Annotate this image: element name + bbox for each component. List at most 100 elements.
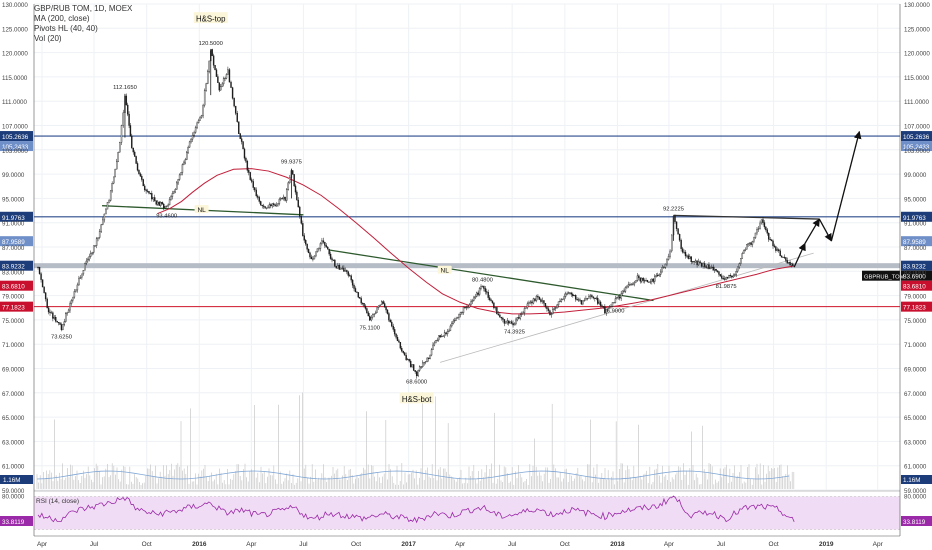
y-tick-label-right: 67.0000 [904,391,927,398]
y-tick-label-left: 95.0000 [2,196,25,203]
candle-body [162,203,165,209]
candle-body [421,362,424,368]
candle-body [456,317,459,319]
candle-body [173,191,175,194]
symbol-title[interactable]: GBP/RUB TOM, 1D, MOEX [34,4,133,13]
candle-body [375,312,377,314]
candle-body [541,300,544,302]
indicator-volume[interactable]: Vol (20) [34,34,62,43]
candle-body [351,279,354,286]
candle-body [164,206,166,209]
candle-body [494,307,497,309]
candle-body [642,277,644,281]
candle-body [403,352,406,356]
indicator-ma[interactable]: MA (200, close) [34,14,90,23]
candle-body [319,243,322,249]
candle-body [75,289,77,292]
indicator-pivots[interactable]: Pivots HL (40, 40) [34,24,98,33]
candle-body [398,340,400,343]
candle-body [294,185,297,193]
candle-body [787,262,790,264]
candle-body [318,248,320,250]
candle-body [569,292,571,294]
candle-body [632,283,634,285]
y-tick-label-right: 71.0000 [904,342,927,349]
annotation-bg [194,204,209,213]
level-tag-left-text: 83.9232 [2,264,25,271]
y-tick-label-right: 111.0000 [904,99,929,106]
candle-body [312,258,314,260]
candle-body [98,231,101,238]
candle-body [177,179,179,184]
candle-body [664,263,667,268]
candle-body [440,336,443,338]
candle-body [62,324,64,330]
y-tick-label-right: 120.0000 [904,51,930,58]
candle-body [721,275,723,279]
candle-body [633,281,636,285]
candle-body [638,275,640,279]
volume-tag-right [901,475,932,484]
candle-body [408,359,410,362]
candle-body [636,275,639,281]
candle-body [789,262,791,266]
candle-body [315,251,317,257]
y-tick-label-left: 59.0000 [2,488,25,495]
candle-body [602,306,605,308]
candle-body [193,132,195,136]
candle-body [684,251,687,257]
candle-body [197,120,200,124]
candle-body [389,320,392,323]
volume-tag-left [0,475,33,484]
candle-body [605,309,608,314]
candle-body [552,309,554,315]
y-tick-label-left: 65.0000 [2,415,25,422]
candle-body [573,294,575,297]
candle-body [732,275,734,278]
candle-body [693,261,695,263]
candle-body [76,284,79,291]
candle-body [462,306,465,313]
candle-body [411,364,413,368]
candle-body [84,263,86,271]
candle-body [334,259,336,267]
candle-body [341,267,344,269]
candle-body [141,175,143,180]
candle-body [248,170,250,173]
candle-body [478,288,481,295]
candle-body [183,162,185,165]
candle-body [60,324,63,330]
candle-body [275,204,278,207]
ma-200-line [157,168,795,315]
projection-arrow-2 [804,218,820,244]
candle-body [300,215,303,224]
candle-body [473,297,475,301]
candle-body [484,288,487,292]
candle-body [614,298,617,303]
projection-arrow-4 [830,130,862,242]
candle-body [500,317,503,319]
candle-body [751,241,754,245]
candle-body [666,259,668,265]
candle-body [449,325,452,332]
level-tag-left [0,301,33,312]
pivot-label: 93.4600 [156,214,177,220]
candle-body [69,303,71,311]
candle-body [401,348,403,352]
candle-body [233,98,235,107]
candle-body [381,301,383,306]
candle-body [85,260,88,264]
candle-body [242,141,244,150]
candle-body [779,250,781,257]
candle-body [608,306,611,308]
candle-body [574,294,577,300]
candle-body [564,293,567,297]
y-tick-label-left: 67.0000 [2,391,25,398]
level-tag-left [0,260,33,271]
level-tag-right [901,141,932,152]
candle-body [477,292,479,295]
candle-body [181,164,184,173]
candle-body [769,239,771,241]
candle-body [191,135,194,140]
